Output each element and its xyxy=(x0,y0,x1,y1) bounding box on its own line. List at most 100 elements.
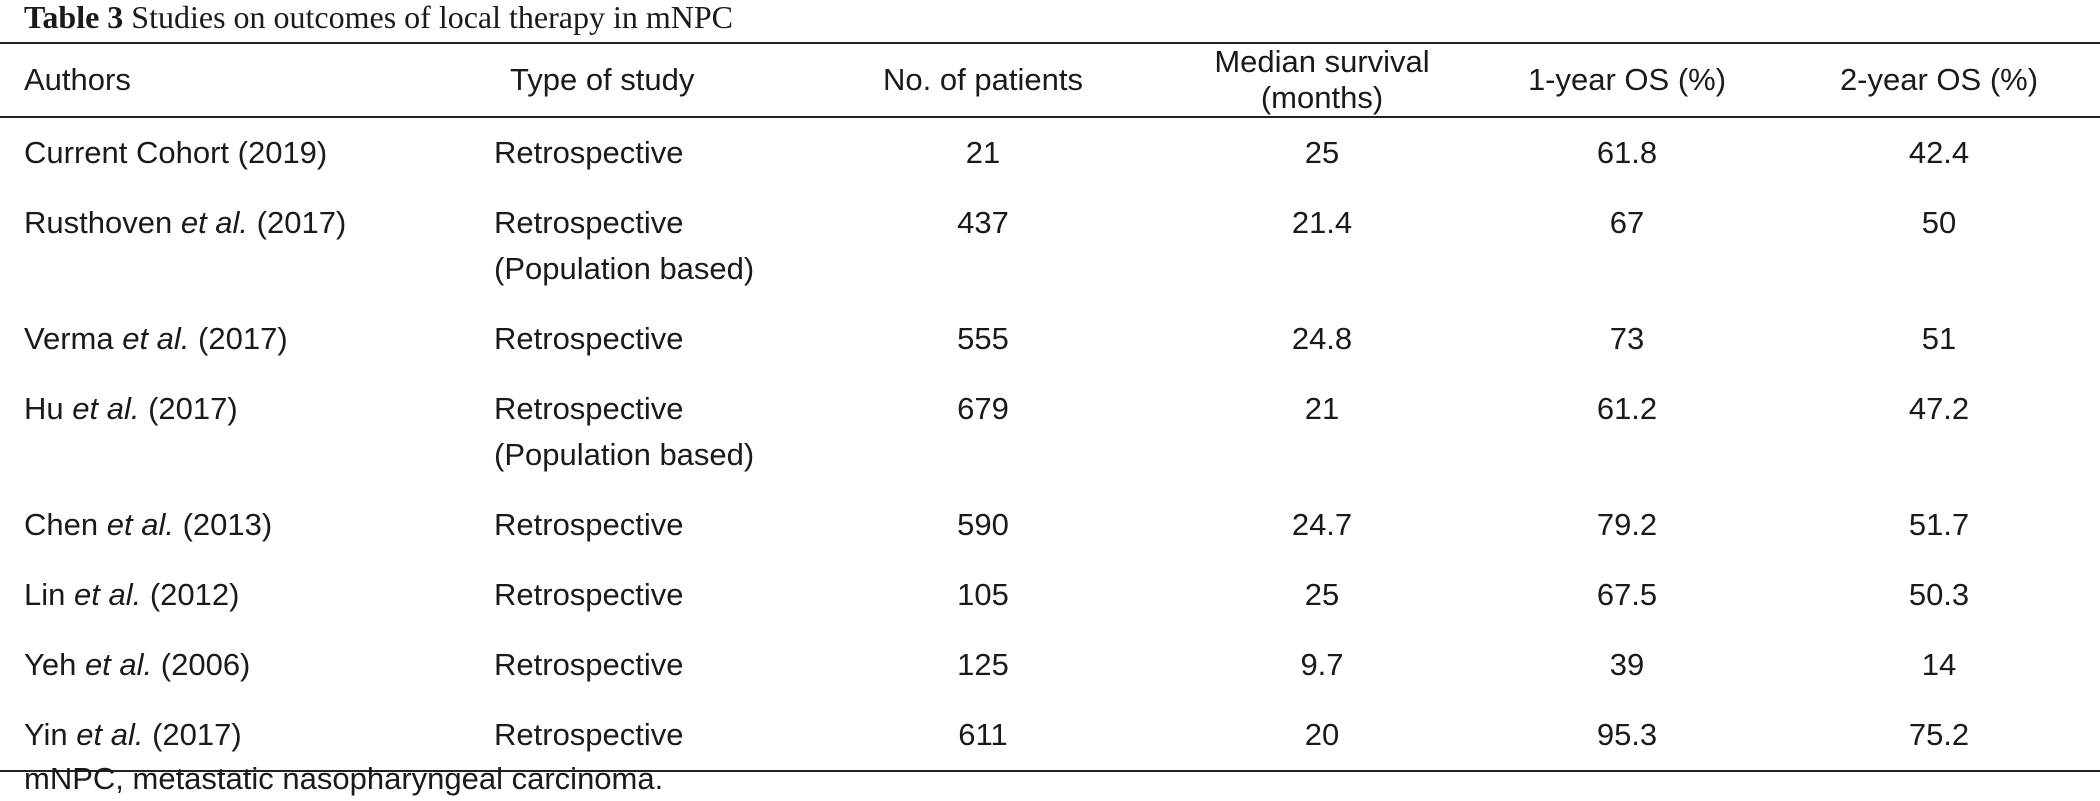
author-et-al: et al. xyxy=(73,577,142,612)
cell-2-year-os-value: 47.2 xyxy=(1908,391,1970,426)
cell-author: Lin et al. (2012) xyxy=(0,560,494,630)
cell-2-year-os: 50 xyxy=(1778,188,2100,304)
cell-type-of-study: Retrospective xyxy=(494,490,798,560)
cell-no-of-patients-value: 21 xyxy=(965,135,1001,170)
cell-2-year-os: 14 xyxy=(1778,630,2100,700)
cell-2-year-os-value: 51 xyxy=(1921,321,1957,356)
author-year: (2017) xyxy=(143,717,242,752)
cell-author: Current Cohort (2019) xyxy=(0,117,494,188)
table-caption-text: Studies on outcomes of local therapy in … xyxy=(131,0,733,35)
cell-no-of-patients: 590 xyxy=(798,490,1168,560)
cell-1-year-os-value: 67.5 xyxy=(1596,577,1658,612)
cell-median-survival: 24.7 xyxy=(1168,490,1476,560)
cell-2-year-os-value: 51.7 xyxy=(1908,507,1970,542)
cell-median-survival-value: 9.7 xyxy=(1300,647,1344,682)
cell-2-year-os-value: 50.3 xyxy=(1908,577,1970,612)
author-et-al: et al. xyxy=(122,321,190,356)
cell-2-year-os-value: 50 xyxy=(1921,205,1957,240)
cell-1-year-os: 79.2 xyxy=(1476,490,1778,560)
cell-1-year-os-value: 67 xyxy=(1609,205,1645,240)
cell-author: Rusthoven et al. (2017) xyxy=(0,188,494,304)
author-name: Current Cohort (2019) xyxy=(24,135,328,170)
studies-table: Authors Type of study No. of patients Me… xyxy=(0,42,2100,772)
cell-1-year-os: 67 xyxy=(1476,188,1778,304)
author-name: Yeh xyxy=(24,647,85,682)
cell-2-year-os: 42.4 xyxy=(1778,117,2100,188)
cell-1-year-os: 67.5 xyxy=(1476,560,1778,630)
header-2-year-os: 2-year OS (%) xyxy=(1839,62,2039,97)
cell-author: Chen et al. (2013) xyxy=(0,490,494,560)
header-type-of-study: Type of study xyxy=(510,62,695,97)
cell-median-survival: 24.8 xyxy=(1168,304,1476,374)
author-name: Verma xyxy=(24,321,123,356)
author-year: (2017) xyxy=(189,321,288,356)
cell-type-of-study: Retrospective (Population based) xyxy=(494,374,798,490)
cell-no-of-patients-value: 555 xyxy=(957,321,1009,356)
author-name: Lin xyxy=(24,577,74,612)
cell-no-of-patients: 611 xyxy=(798,700,1168,771)
header-median-survival: Median survival (months) xyxy=(1214,44,1430,115)
cell-type-of-study: Retrospective xyxy=(494,630,798,700)
cell-author: Hu et al. (2017) xyxy=(0,374,494,490)
cell-no-of-patients: 125 xyxy=(798,630,1168,700)
cell-median-survival-value: 25 xyxy=(1304,135,1340,170)
cell-type-of-study: Retrospective xyxy=(494,117,798,188)
table-row: Yeh et al. (2006) Retrospective 125 9.7 39 14 xyxy=(0,630,2100,700)
study-type-line: Retrospective xyxy=(494,577,684,612)
cell-median-survival: 21 xyxy=(1168,374,1476,490)
cell-no-of-patients: 437 xyxy=(798,188,1168,304)
table-row: Yin et al. (2017) Retrospective 611 20 95.3 7… xyxy=(0,700,2100,771)
study-type-line: Retrospective xyxy=(494,321,684,356)
cell-no-of-patients-value: 590 xyxy=(957,507,1009,542)
cell-no-of-patients-value: 437 xyxy=(957,205,1009,240)
author-et-al: et al. xyxy=(84,647,153,682)
cell-1-year-os-value: 39 xyxy=(1609,647,1645,682)
cell-median-survival: 25 xyxy=(1168,117,1476,188)
cell-median-survival-value: 25 xyxy=(1304,577,1340,612)
cell-2-year-os: 51 xyxy=(1778,304,2100,374)
cell-type-of-study: Retrospective (Population based) xyxy=(494,188,798,304)
cell-1-year-os: 39 xyxy=(1476,630,1778,700)
author-et-al: et al. xyxy=(72,391,140,426)
table-row: Chen et al. (2013) Retrospective 590 24.7 79… xyxy=(0,490,2100,560)
table-row: Current Cohort (2019) Retrospective 21 25 61… xyxy=(0,117,2100,188)
table-row: Lin et al. (2012) Retrospective 105 25 67.5 5… xyxy=(0,560,2100,630)
cell-no-of-patients-value: 611 xyxy=(958,717,1008,752)
author-et-al: et al. xyxy=(106,507,174,542)
cell-no-of-patients-value: 125 xyxy=(957,647,1009,682)
cell-2-year-os: 50.3 xyxy=(1778,560,2100,630)
author-year: (2013) xyxy=(173,507,273,542)
cell-no-of-patients: 105 xyxy=(798,560,1168,630)
cell-1-year-os-value: 61.8 xyxy=(1596,135,1658,170)
table-row: Rusthoven et al. (2017) Retrospective (Pop… xyxy=(0,188,2100,304)
author-year: (2017) xyxy=(248,205,347,240)
cell-median-survival-value: 21.4 xyxy=(1291,205,1353,240)
cell-median-survival-value: 24.8 xyxy=(1291,321,1353,356)
cell-1-year-os: 95.3 xyxy=(1476,700,1778,771)
header-1-year-os: 1-year OS (%) xyxy=(1527,62,1727,97)
cell-1-year-os: 61.8 xyxy=(1476,117,1778,188)
cell-1-year-os-value: 61.2 xyxy=(1596,391,1658,426)
cell-author: Yin et al. (2017) xyxy=(0,700,494,771)
table-caption-label: Table 3 xyxy=(24,0,124,35)
table-row: Hu et al. (2017) Retrospective (Population… xyxy=(0,374,2100,490)
table-row: Verma et al. (2017) Retrospective 555 24.8 7… xyxy=(0,304,2100,374)
cell-1-year-os-value: 79.2 xyxy=(1596,507,1658,542)
author-year: (2006) xyxy=(152,647,251,682)
cell-author: Yeh et al. (2006) xyxy=(0,630,494,700)
author-name: Chen xyxy=(24,507,107,542)
cell-1-year-os: 61.2 xyxy=(1476,374,1778,490)
cell-1-year-os-value: 95.3 xyxy=(1596,717,1658,752)
cell-median-survival: 9.7 xyxy=(1168,630,1476,700)
study-type-line: Retrospective xyxy=(494,135,684,170)
author-year: (2012) xyxy=(141,577,240,612)
cell-1-year-os-value: 73 xyxy=(1609,321,1645,356)
table-footnote: mNPC, metastatic nasopharyngeal carcinom… xyxy=(24,761,664,796)
cell-no-of-patients: 679 xyxy=(798,374,1168,490)
cell-2-year-os-value: 75.2 xyxy=(1908,717,1970,752)
cell-median-survival-value: 24.7 xyxy=(1291,507,1353,542)
cell-2-year-os-value: 14 xyxy=(1921,647,1957,682)
cell-median-survival-value: 21 xyxy=(1304,391,1340,426)
cell-median-survival: 21.4 xyxy=(1168,188,1476,304)
header-no-of-patients: No. of patients xyxy=(883,62,1083,97)
